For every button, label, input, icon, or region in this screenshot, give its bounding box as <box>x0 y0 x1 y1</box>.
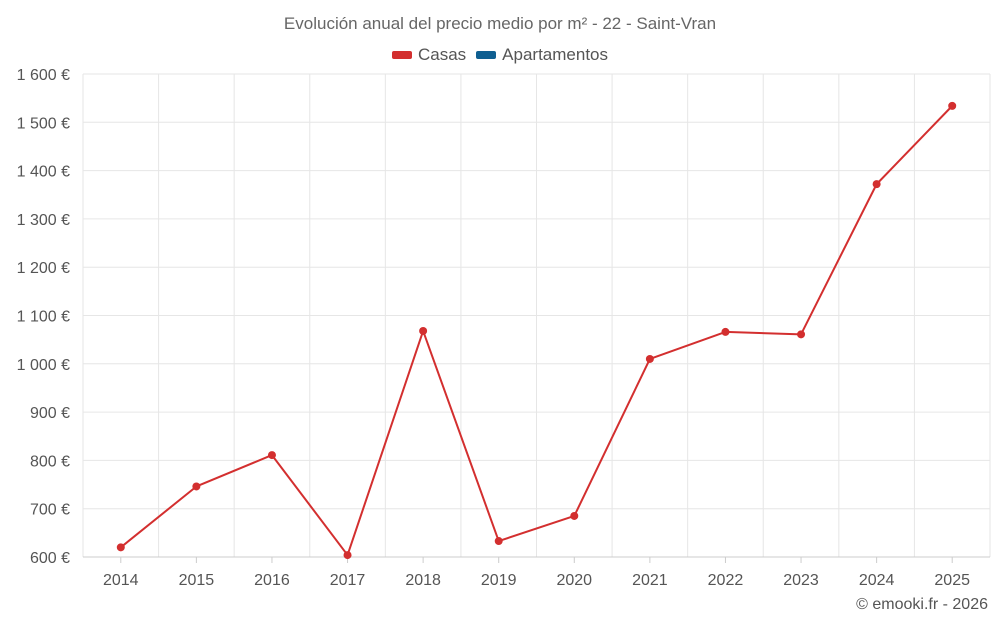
y-tick-label: 1 600 € <box>17 67 70 84</box>
x-tick-label: 2017 <box>330 572 366 589</box>
legend-swatch-apartamentos <box>476 51 497 59</box>
data-point <box>948 101 957 110</box>
data-point <box>570 511 579 520</box>
y-tick-label: 800 € <box>30 453 70 470</box>
x-tick-label: 2023 <box>783 572 819 589</box>
y-tick-label: 700 € <box>30 502 70 519</box>
x-tick-label: 2020 <box>556 572 592 589</box>
x-tick-label: 2016 <box>254 572 290 589</box>
data-point <box>797 330 806 339</box>
y-tick-label: 1 400 € <box>17 164 70 181</box>
data-point <box>645 354 654 363</box>
legend-label-casas: Casas <box>417 45 467 64</box>
data-point <box>872 180 881 189</box>
legend-item-casas[interactable]: Casas <box>391 45 467 65</box>
data-point <box>192 482 201 491</box>
y-tick-label: 1 200 € <box>17 260 70 277</box>
copyright-credit: © emooki.fr - 2026 <box>856 596 988 613</box>
x-tick-label: 2025 <box>934 572 970 589</box>
x-tick-label: 2019 <box>481 572 517 589</box>
x-tick-label: 2014 <box>103 572 139 589</box>
data-point <box>116 543 125 552</box>
x-tick-label: 2021 <box>632 572 668 589</box>
legend-swatch-casas <box>391 51 412 59</box>
y-tick-label: 900 € <box>30 405 70 422</box>
data-point <box>343 551 352 560</box>
legend: Casas Apartamentos <box>0 45 1000 65</box>
data-point <box>267 451 276 460</box>
y-tick-label: 1 500 € <box>17 115 70 132</box>
y-tick-label: 1 000 € <box>17 357 70 374</box>
series-line-casas <box>120 105 953 557</box>
data-point <box>419 326 428 335</box>
chart-title: Evolución anual del precio medio por m² … <box>283 14 717 33</box>
y-tick-label: 1 300 € <box>17 212 70 229</box>
y-tick-label: 1 100 € <box>17 309 70 326</box>
legend-label-apartamentos: Apartamentos <box>502 45 609 64</box>
x-tick-label: 2022 <box>708 572 744 589</box>
x-tick-label: 2018 <box>405 572 441 589</box>
data-point <box>494 537 503 546</box>
y-tick-label: 600 € <box>30 550 70 567</box>
data-point <box>721 327 730 336</box>
legend-item-apartamentos[interactable]: Apartamentos <box>476 45 608 65</box>
x-tick-label: 2024 <box>859 572 895 589</box>
x-tick-label: 2015 <box>179 572 215 589</box>
